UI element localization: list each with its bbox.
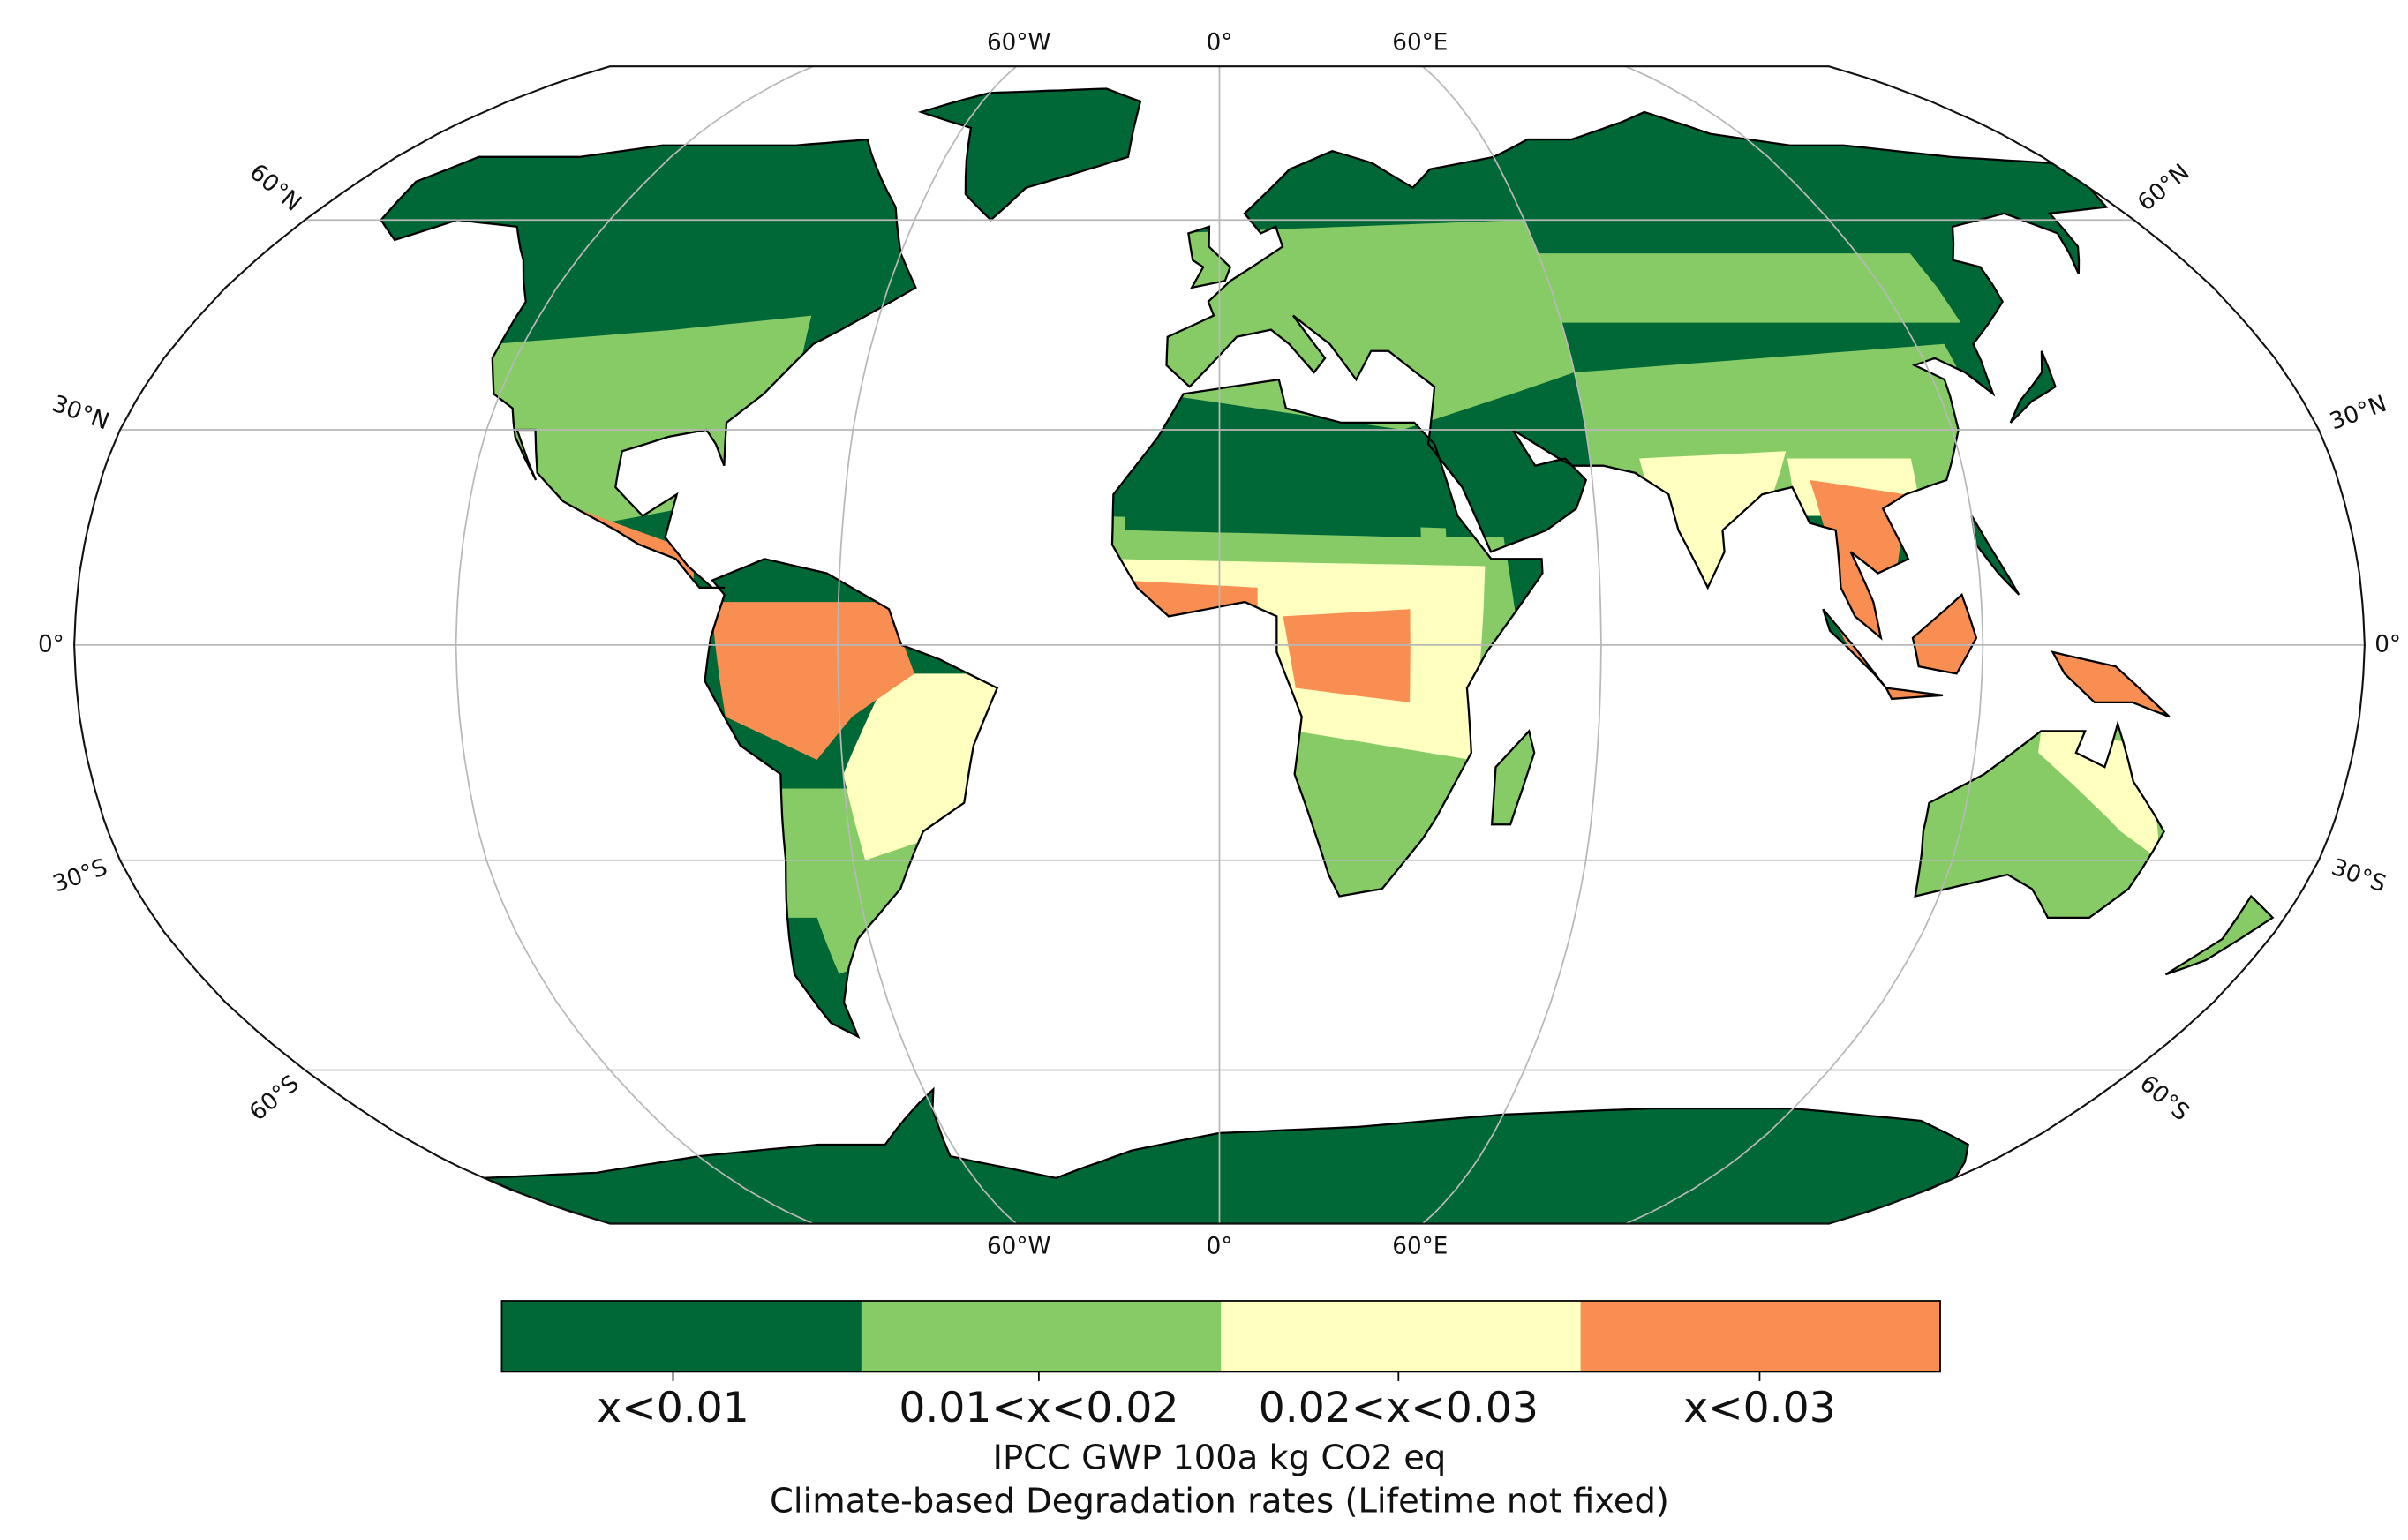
longitude-label: 60°W <box>987 1233 1050 1259</box>
longitude-label: 60°E <box>1392 1233 1448 1259</box>
colorbar-frame <box>500 1300 1941 1373</box>
coastline <box>2051 650 2171 718</box>
class-region <box>1810 479 1906 595</box>
colorbar-tick-label: 0.02<x<0.03 <box>1259 1384 1539 1432</box>
longitude-label: 0° <box>1207 29 1233 56</box>
class-region <box>1639 451 1787 610</box>
coastline <box>1187 225 1232 289</box>
class-region <box>1125 444 1421 538</box>
colorbar-swatch <box>1221 1300 1582 1372</box>
coastline <box>2164 894 2275 976</box>
longitude-label: 60°W <box>987 29 1050 56</box>
coastline <box>484 1086 1969 1224</box>
coastline <box>1911 592 1978 675</box>
map-outline <box>73 65 2366 1225</box>
colorbar: x<0.01 0.01<x<0.02 0.02<x<0.03 x<0.03 <box>500 1300 1941 1432</box>
coastline <box>380 138 917 589</box>
class-region <box>1511 253 1961 323</box>
coastline <box>1822 608 1887 689</box>
meridian <box>1625 66 1984 1224</box>
latitude-label: 0° <box>2374 631 2401 657</box>
colorbar-swatch <box>501 1300 862 1372</box>
longitude-label: 0° <box>1207 1233 1233 1259</box>
colorbar-tick-label: x<0.03 <box>1683 1384 1836 1432</box>
coastline <box>1914 720 2165 919</box>
colorbar-tick-label: 0.01<x<0.02 <box>899 1384 1178 1432</box>
colorbar-label: IPCC GWP 100a kg CO2 eq <box>993 1439 1447 1478</box>
coastline <box>704 558 999 1040</box>
class-region <box>769 917 872 1044</box>
class-region <box>711 602 914 760</box>
coastline <box>2009 350 2057 424</box>
meridian <box>837 66 1017 1224</box>
coastline <box>1110 378 1544 898</box>
coastline <box>1165 110 2109 641</box>
land <box>2010 350 2056 423</box>
land <box>484 1089 1968 1224</box>
latitude-label: 0° <box>38 631 64 657</box>
class-region <box>1283 609 1411 702</box>
colorbar-tick-label: x<0.01 <box>597 1384 749 1432</box>
colorbar-label: Climate-based Degradation rates (Lifetim… <box>770 1482 1669 1521</box>
colorbar-swatch <box>861 1300 1223 1372</box>
colorbar-swatch <box>1580 1300 1941 1372</box>
longitude-label: 60°E <box>1392 29 1448 56</box>
meridian <box>1422 66 1602 1224</box>
meridian <box>455 66 814 1224</box>
coastlines <box>380 87 2275 1224</box>
coastline <box>1884 687 1944 701</box>
land <box>921 88 1140 221</box>
coastline <box>1490 729 1536 826</box>
coastline <box>917 87 1142 222</box>
graticule <box>74 66 2365 1224</box>
